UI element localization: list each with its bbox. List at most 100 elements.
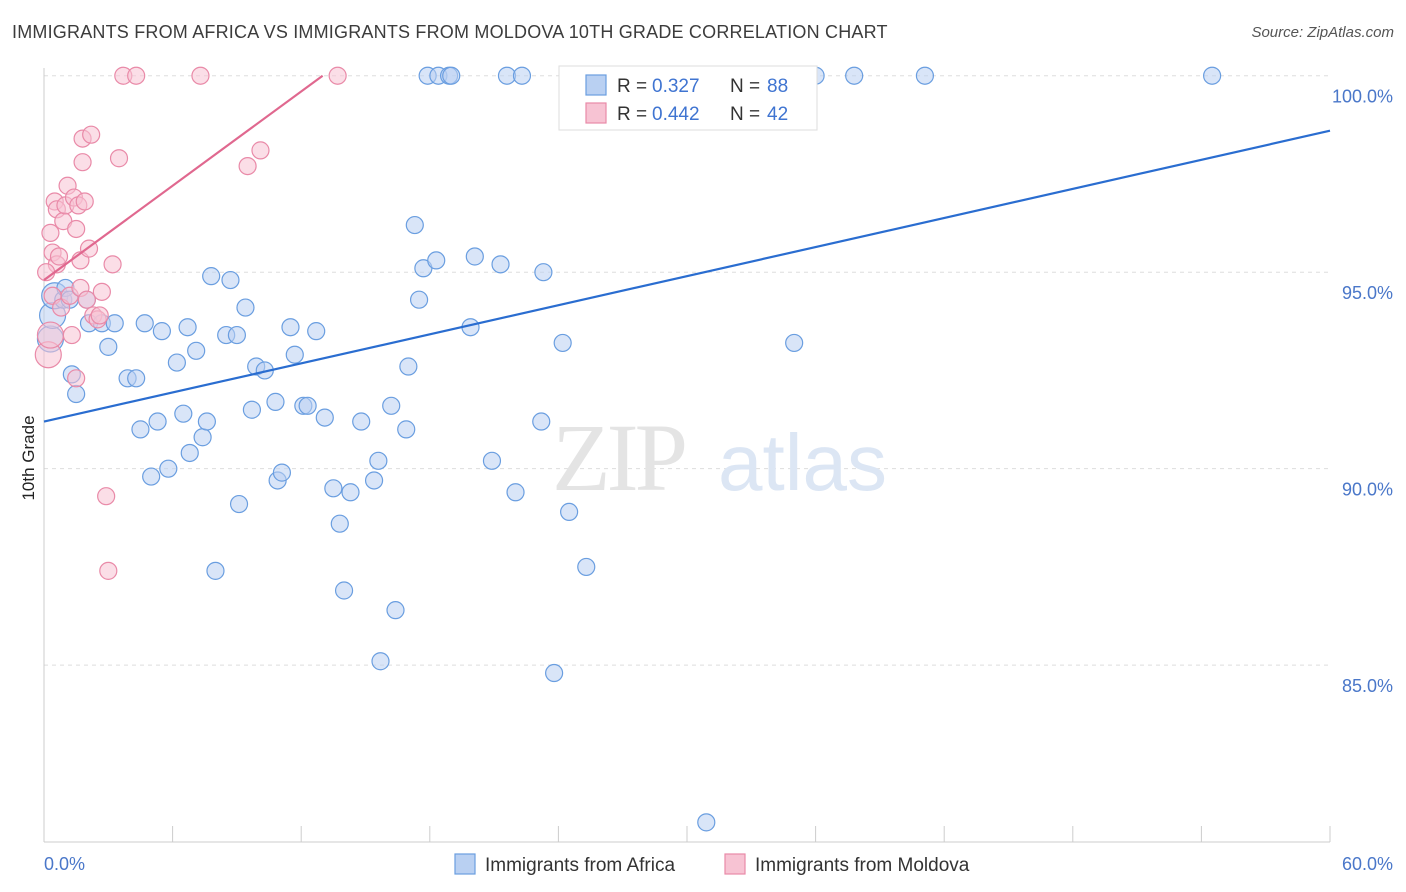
legend-swatch-africa[interactable] [454, 853, 476, 875]
grid-lines [44, 75, 1330, 666]
moldova-point[interactable] [90, 306, 109, 325]
chart-source: Source: ZipAtlas.com [1251, 24, 1394, 41]
legend-label-moldova[interactable]: Immigrants from Moldova [755, 855, 970, 876]
moldova-point[interactable] [36, 321, 65, 349]
moldova-point[interactable] [82, 125, 101, 144]
moldova-point[interactable] [67, 369, 86, 388]
africa-point[interactable] [187, 341, 206, 360]
africa-point[interactable] [324, 479, 343, 498]
africa-point[interactable] [272, 463, 292, 482]
africa-point[interactable] [298, 396, 317, 415]
africa-point[interactable] [560, 502, 579, 522]
moldova-point[interactable] [191, 66, 210, 85]
watermark: ZIP atlas [552, 404, 887, 511]
africa-point[interactable] [236, 298, 255, 317]
moldova-point[interactable] [49, 247, 69, 266]
y-tick-label: 85.0% [1342, 676, 1393, 696]
africa-point[interactable] [266, 392, 285, 411]
africa-point[interactable] [442, 66, 461, 85]
africa-point[interactable] [334, 581, 354, 600]
africa-point[interactable] [427, 251, 446, 270]
moldova-point[interactable] [92, 282, 111, 301]
africa-point[interactable] [221, 270, 240, 290]
africa-point[interactable] [285, 345, 304, 364]
africa-point[interactable] [534, 263, 553, 282]
axes: 100.0% 95.0% 90.0% 85.0% 0.0% 60.0% [43, 68, 1393, 874]
moldova-point[interactable] [67, 219, 86, 239]
africa-point[interactable] [131, 420, 150, 439]
africa-point[interactable] [105, 314, 124, 333]
stats-r-label-moldova: R = [617, 104, 652, 125]
africa-point[interactable] [281, 318, 300, 337]
africa-point[interactable] [67, 384, 86, 404]
stats-n-label-africa: N = [730, 76, 765, 97]
africa-point[interactable] [553, 333, 572, 353]
africa-point[interactable] [369, 451, 388, 470]
moldova-point[interactable] [238, 157, 257, 176]
moldova-point[interactable] [251, 141, 270, 160]
moldova-point[interactable] [99, 561, 118, 580]
moldova-point[interactable] [77, 290, 96, 309]
africa-point[interactable] [1203, 66, 1222, 85]
africa-point[interactable] [491, 255, 510, 274]
africa-point[interactable] [364, 471, 384, 490]
legend-swatch-moldova[interactable] [724, 853, 746, 875]
africa-point[interactable] [397, 420, 416, 439]
africa-point[interactable] [315, 408, 334, 427]
africa-point[interactable] [506, 483, 525, 502]
africa-point[interactable] [405, 215, 424, 235]
africa-point[interactable] [352, 412, 371, 431]
moldova-point[interactable] [97, 487, 116, 506]
stats-box: R = 0.327 N = 88 R = 0.442 N = 42 [558, 65, 818, 131]
africa-point[interactable] [227, 325, 246, 345]
moldova-point[interactable] [328, 66, 347, 85]
africa-point[interactable] [159, 459, 178, 478]
moldova-point[interactable] [73, 153, 92, 172]
africa-point[interactable] [152, 322, 171, 341]
x-tick-label-min: 0.0% [44, 854, 85, 874]
africa-point[interactable] [307, 322, 326, 341]
africa-point[interactable] [330, 514, 349, 533]
moldova-point[interactable] [41, 223, 60, 243]
africa-point[interactable] [382, 396, 401, 415]
africa-point[interactable] [545, 663, 564, 683]
africa-point[interactable] [785, 333, 804, 353]
stats-swatch-africa [585, 74, 607, 96]
africa-point[interactable] [180, 443, 199, 463]
africa-point[interactable] [148, 412, 167, 431]
africa-point[interactable] [845, 66, 864, 85]
chart-title: IMMIGRANTS FROM AFRICA VS IMMIGRANTS FRO… [12, 22, 888, 42]
africa-point[interactable] [577, 557, 596, 577]
africa-point[interactable] [99, 337, 118, 356]
africa-point[interactable] [206, 561, 225, 580]
africa-point[interactable] [482, 451, 502, 470]
africa-point[interactable] [229, 494, 249, 514]
africa-point[interactable] [399, 357, 418, 376]
africa-point[interactable] [386, 601, 405, 620]
moldova-point[interactable] [62, 325, 81, 345]
moldova-point[interactable] [127, 66, 146, 85]
africa-point[interactable] [193, 428, 212, 447]
moldova-point[interactable] [109, 149, 129, 168]
moldova-point[interactable] [103, 255, 122, 274]
africa-point[interactable] [532, 412, 551, 431]
africa-point[interactable] [142, 467, 161, 486]
africa-point[interactable] [697, 813, 716, 832]
africa-point[interactable] [178, 318, 197, 337]
africa-point[interactable] [174, 404, 193, 423]
africa-point[interactable] [135, 314, 154, 333]
moldova-point[interactable] [75, 192, 94, 211]
africa-point[interactable] [371, 652, 390, 671]
africa-point[interactable] [915, 66, 935, 85]
africa-point[interactable] [167, 353, 186, 372]
africa-point[interactable] [202, 267, 221, 286]
africa-point[interactable] [242, 400, 262, 419]
africa-point[interactable] [409, 290, 429, 309]
africa-point[interactable] [465, 247, 484, 266]
africa-point[interactable] [127, 369, 146, 388]
africa-point[interactable] [512, 66, 532, 85]
africa-point[interactable] [197, 412, 216, 431]
legend-label-africa[interactable]: Immigrants from Africa [485, 855, 675, 876]
africa-point[interactable] [341, 483, 360, 502]
